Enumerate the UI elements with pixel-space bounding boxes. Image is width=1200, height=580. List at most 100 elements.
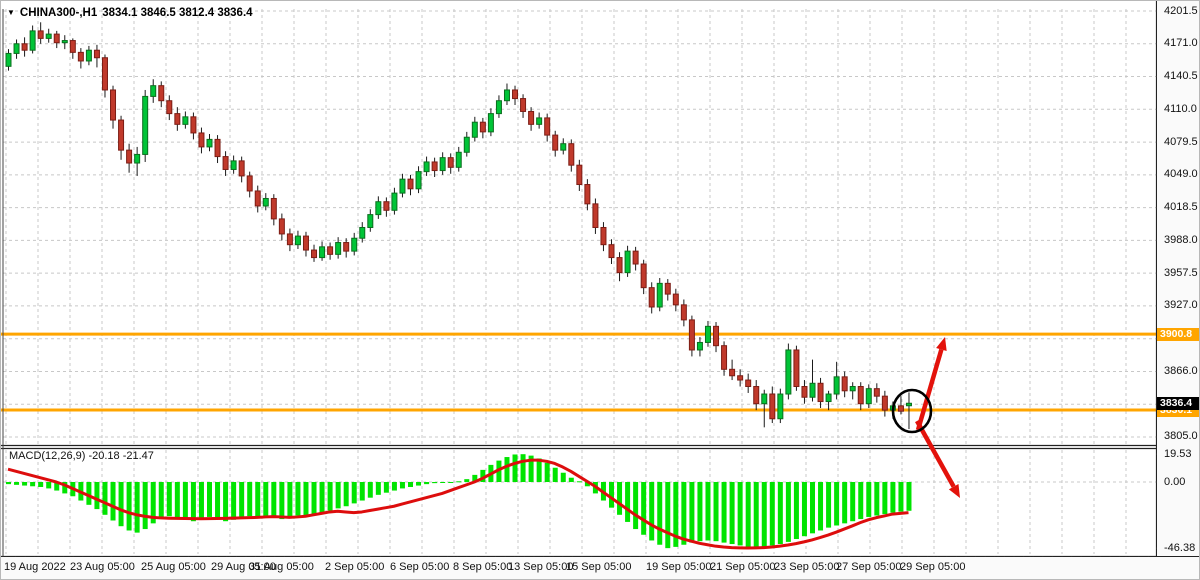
bear-candle [479,121,486,133]
bull-candle [359,226,366,239]
macd-bar [271,482,277,518]
bull-candle [45,33,52,39]
macd-bar [416,482,422,486]
price-axis-label: 4018.5 [1164,201,1198,214]
bull-candle [487,113,494,133]
macd-bar [721,482,727,543]
time-axis-label: 25 Aug 05:00 [141,561,206,573]
macd-bar [383,482,389,493]
bull-candle [704,325,711,343]
macd-bar [681,482,687,545]
bull-candle [560,143,567,151]
bear-candle [512,89,519,100]
bearish-arrow-head [948,483,960,498]
macd-bar [391,482,397,491]
macd-bar [536,458,542,482]
bull-candle [865,388,872,405]
macd-bar [882,482,888,515]
bear-candle [158,85,165,102]
bull-candle [825,393,832,403]
macd-bar [255,482,261,519]
macd-bar [38,482,44,487]
time-axis-background [1,557,1199,579]
bear-candle [841,376,848,392]
macd-bar [399,482,405,489]
time-axis-label: 6 Sep 05:00 [390,561,450,573]
macd-bar [866,482,872,517]
macd-bar [858,482,864,520]
bear-candle [801,386,808,398]
macd-bar [785,482,791,542]
bull-candle [439,157,446,172]
bearish-arrow[interactable] [915,419,956,488]
bear-candle [101,57,108,91]
bull-candle [5,52,12,67]
price-axis-label: 3805.0 [1164,430,1198,443]
time-axis-label: 2 Sep 05:00 [325,561,385,573]
macd-bar [174,482,180,518]
macd-bar [697,482,703,542]
bull-candle [319,246,326,259]
macd-bar [94,482,100,510]
bear-candle [214,138,221,158]
bear-candle [278,218,285,235]
macd-bar [182,482,188,520]
macd-bar [432,482,438,484]
bear-candle [632,250,639,265]
macd-bar [826,482,832,528]
bear-candle [198,132,205,148]
highlight-circle[interactable] [891,388,933,434]
symbol-dropdown-icon[interactable]: ▼ [7,8,15,17]
macd-bar [617,482,623,515]
macd-bar [263,482,269,517]
bear-candle [857,386,864,405]
macd-bar [150,482,156,524]
macd-bar [560,472,566,482]
price-axis-label: 3927.0 [1164,299,1198,312]
macd-bar [729,482,735,545]
bull-candle [761,393,768,405]
macd-bar [834,482,840,526]
bear-candle [873,388,880,397]
macd-bar [673,482,679,547]
macd-bar [408,482,413,487]
macd-bar [54,482,60,491]
bull-candle [833,376,840,395]
macd-bar [102,482,108,515]
bear-candle [881,395,888,411]
level-price-badge: 3900.8 [1157,327,1199,341]
bear-candle [311,249,318,259]
macd-bar [86,482,92,505]
bull-candle [367,214,374,228]
bullish-arrow[interactable] [915,348,944,431]
macd-bar [689,482,695,543]
macd-bar [625,482,631,522]
bear-candle [174,113,181,125]
macd-bar [110,482,116,521]
price-axis-label: 4110.0 [1164,102,1197,115]
bear-candle [126,149,133,164]
bear-candle [584,184,591,205]
bull-candle [503,89,510,102]
macd-bar [793,482,799,540]
macd-bar [576,481,582,483]
macd-bar [480,469,486,482]
chart-title-bar[interactable]: ▼ CHINA300-,H1 3834.1 3846.5 3812.4 3836… [7,7,253,19]
macd-bar [906,482,912,511]
bear-candle [166,100,173,115]
macd-bar [464,479,470,482]
macd-bar [223,482,229,522]
macd-bar [609,482,614,508]
bear-candle [897,405,904,412]
bear-candle [190,116,197,134]
symbol-period-label: CHINA300-,H1 [19,7,98,19]
macd-bar [456,481,462,483]
bear-candle [769,393,776,420]
time-axis-label: 23 Aug 05:00 [70,561,135,573]
macd-bar [231,482,237,520]
macd-bar [777,482,783,545]
bear-candle [721,345,728,370]
time-axis-label: 8 Sep 05:00 [453,561,513,573]
bull-candle [335,242,342,255]
